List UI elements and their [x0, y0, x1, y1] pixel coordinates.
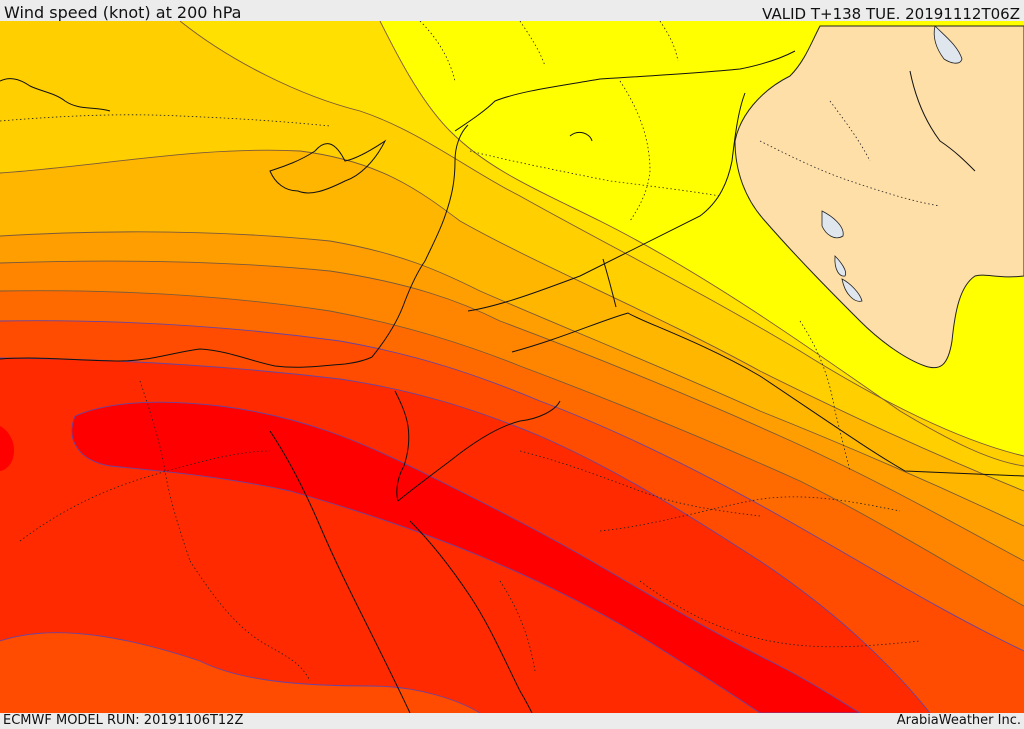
- map-title: Wind speed (knot) at 200 hPa: [4, 3, 242, 22]
- isotach-lines-strong: [0, 320, 1024, 713]
- model-run-label: ECMWF MODEL RUN: 20191106T12Z: [3, 713, 244, 728]
- valid-time-label: VALID T+138 TUE. 20191112T06Z: [762, 5, 1020, 23]
- map-canvas: [0, 21, 1024, 713]
- lake-urmia: [933, 25, 963, 64]
- map-footer: ECMWF MODEL RUN: 20191106T12Z ArabiaWeat…: [0, 713, 1024, 729]
- lake-van-area: [821, 210, 844, 239]
- wind-speed-map[interactable]: [0, 21, 1024, 713]
- map-header: Wind speed (knot) at 200 hPa VALID T+138…: [0, 0, 1024, 23]
- jet-core: [71, 402, 860, 713]
- isotach-lines: [0, 21, 1024, 607]
- lake-habbaniyah: [841, 278, 863, 302]
- band-8-southwest: [0, 632, 480, 713]
- coastlines: [0, 50, 1024, 713]
- lake-tharthar: [834, 255, 847, 277]
- brand-label: ArabiaWeather Inc.: [896, 713, 1021, 728]
- jet-core-west-edge: [0, 426, 15, 471]
- admin-boundaries: [0, 21, 941, 682]
- masked-terrain-region: [734, 25, 1024, 369]
